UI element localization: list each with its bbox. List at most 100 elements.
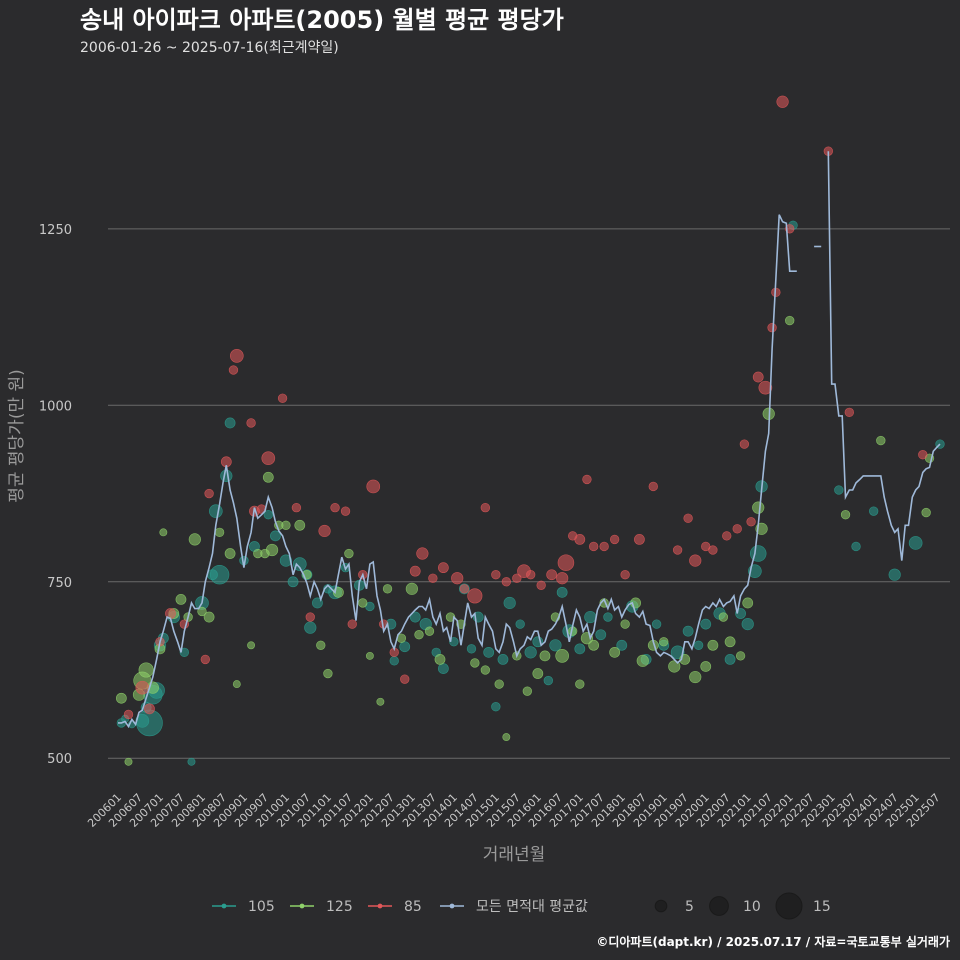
point-85-1	[135, 680, 150, 695]
legend-size-circle-15	[775, 892, 803, 920]
point-85-40	[536, 580, 546, 590]
point-125-20	[262, 471, 274, 483]
legend-size-circle-10	[709, 896, 729, 916]
point-125-35	[405, 582, 418, 595]
point-125-54	[588, 639, 600, 651]
point-85-46	[582, 474, 592, 485]
point-125-36	[414, 630, 424, 640]
point-105-81	[908, 536, 923, 550]
point-125-76	[876, 435, 886, 446]
point-85-66	[776, 95, 789, 108]
point-85-27	[409, 565, 421, 577]
point-125-24	[294, 519, 306, 531]
point-105-41	[449, 637, 459, 647]
point-85-16	[291, 502, 302, 513]
point-105-36	[399, 641, 411, 653]
point-85-17	[305, 612, 315, 622]
point-125-42	[480, 665, 490, 675]
legend-size-label-5: 5	[685, 899, 694, 915]
point-125-48	[539, 650, 551, 662]
point-125-9	[175, 594, 187, 605]
legend-marker-0	[221, 903, 227, 909]
point-125-27	[323, 668, 333, 679]
point-105-37	[409, 611, 421, 623]
point-105-27	[304, 621, 317, 634]
point-105-54	[556, 586, 568, 598]
point-85-15	[277, 393, 288, 403]
point-105-52	[543, 675, 553, 686]
y-tick-1000: 1000	[39, 399, 72, 414]
point-85-10	[229, 349, 244, 363]
point-85-34	[480, 502, 490, 513]
point-85-57	[708, 545, 718, 555]
legend-label-2: 85	[404, 899, 422, 915]
y-tick-labels: 500 750 1000 1250	[39, 223, 72, 767]
average-line-segment-0	[118, 214, 797, 729]
point-85-52	[648, 481, 658, 492]
point-105-79	[869, 506, 879, 516]
legend-label-0: 105	[248, 899, 275, 915]
point-105-47	[497, 654, 509, 665]
point-105-68	[700, 618, 712, 630]
point-105-49	[515, 619, 525, 629]
point-85-41	[546, 569, 558, 581]
point-105-16	[209, 565, 230, 585]
point-125-47	[532, 668, 544, 679]
legend-marker-2	[377, 903, 383, 909]
point-125-33	[382, 584, 393, 594]
point-85-33	[467, 588, 483, 604]
point-125-13	[203, 611, 215, 623]
average-line-segment-2	[827, 151, 941, 561]
point-85-60	[739, 439, 750, 449]
point-125-64	[689, 670, 702, 684]
chart-title: 송내 아이파크 아파트(2005) 월별 평균 평당가	[80, 6, 564, 34]
point-125-61	[659, 637, 669, 647]
point-125-12	[197, 606, 207, 617]
point-125-30	[358, 598, 368, 608]
point-85-9	[228, 365, 239, 375]
point-85-37	[512, 573, 522, 583]
point-85-55	[689, 554, 702, 567]
point-125-41	[470, 658, 480, 668]
legend-size-label-10: 10	[743, 899, 761, 915]
point-125-15	[224, 548, 236, 559]
point-105-48	[503, 596, 516, 610]
point-105-77	[834, 485, 844, 495]
point-125-4	[138, 662, 154, 678]
point-85-59	[732, 524, 742, 534]
average-line-group	[118, 151, 941, 729]
point-105-43	[466, 644, 477, 654]
point-125-57	[620, 619, 630, 629]
point-85-69	[844, 407, 854, 418]
point-85-36	[501, 577, 511, 587]
point-105-23	[279, 554, 293, 567]
point-85-14	[261, 451, 276, 466]
point-85-48	[599, 541, 609, 552]
point-105-35	[389, 656, 399, 666]
point-125-52	[575, 679, 585, 689]
point-125-16	[232, 680, 241, 689]
point-85-39	[526, 570, 536, 580]
point-125-31	[365, 651, 374, 660]
point-105-53	[549, 639, 562, 652]
point-105-65	[670, 645, 685, 660]
point-125-74	[785, 315, 795, 326]
point-125-77	[921, 507, 931, 518]
point-85-21	[347, 619, 357, 629]
legend-label-3: 모든 면적대 평균값	[476, 899, 588, 915]
point-85-20	[340, 506, 351, 516]
point-85-7	[204, 488, 214, 499]
point-125-7	[159, 528, 168, 537]
point-125-32	[376, 697, 385, 706]
point-125-37	[424, 626, 435, 636]
point-125-0	[115, 692, 127, 704]
point-105-72	[741, 618, 754, 631]
point-105-66	[682, 625, 694, 637]
point-85-26	[400, 674, 410, 684]
point-85-61	[746, 517, 756, 527]
point-105-15	[208, 504, 223, 518]
point-85-42	[556, 572, 569, 585]
point-125-75	[840, 510, 851, 520]
chart-subtitle: 2006-01-26 ~ 2025-07-16(최근계약일)	[80, 40, 339, 56]
point-125-17	[247, 641, 256, 650]
